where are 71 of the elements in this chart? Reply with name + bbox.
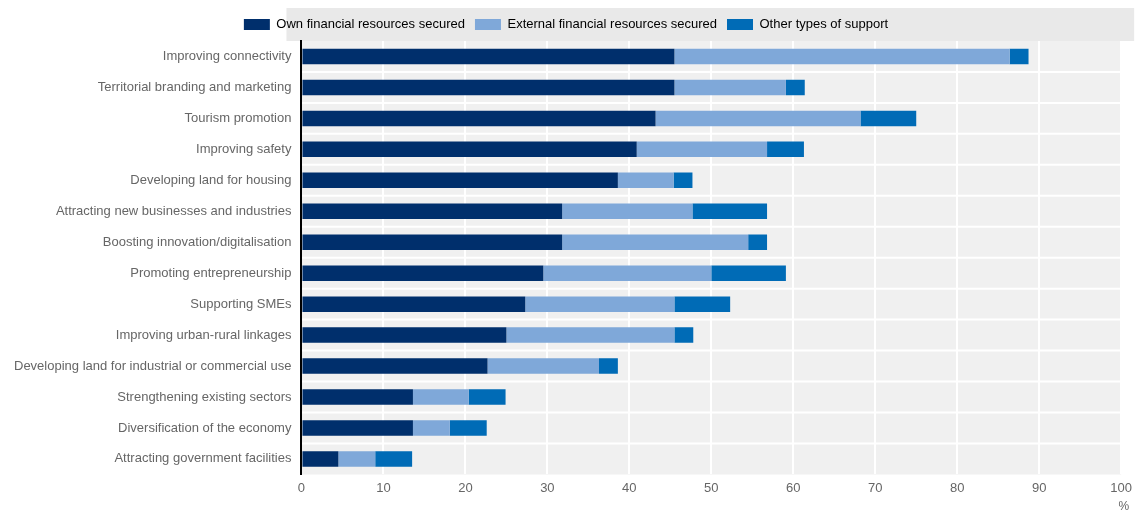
bar: [302, 48, 675, 65]
x-tick-label: 90: [1031, 479, 1047, 495]
bar: [302, 203, 563, 219]
bar: [562, 234, 749, 250]
x-axis-title: %: [1118, 498, 1130, 513]
y-tick-label: Supporting SMEs: [190, 295, 292, 311]
y-tick-label: Territorial branding and marketing: [97, 79, 292, 95]
y-tick-label: Boosting innovation/digitalisation: [102, 233, 292, 249]
x-tick-label: 10: [376, 479, 391, 495]
bar: [338, 451, 376, 467]
bar: [636, 141, 768, 158]
x-tick-label: 30: [540, 479, 555, 495]
bar: [655, 110, 861, 127]
bar: [860, 110, 917, 127]
x-tick-label: 60: [786, 479, 801, 495]
legend-label: Own financial resources secured: [276, 16, 465, 32]
bar: [692, 203, 768, 219]
bar: [302, 451, 339, 467]
bar: [302, 296, 526, 312]
bar: [562, 203, 693, 219]
bar: [674, 327, 694, 343]
y-tick-label: Tourism promotion: [184, 109, 292, 125]
x-tick-label: 50: [704, 479, 719, 495]
bar: [1009, 48, 1029, 65]
bar: [506, 327, 675, 343]
bar: [302, 79, 675, 96]
y-tick-label: Attracting new businesses and industries: [55, 202, 292, 218]
bar: [674, 48, 1010, 65]
bar: [468, 389, 506, 405]
bar: [767, 141, 804, 158]
bar: [412, 389, 469, 405]
bar: [617, 172, 674, 189]
bar: [785, 79, 805, 96]
x-tick-label: 70: [868, 479, 883, 495]
bar: [302, 327, 507, 343]
bar: [412, 420, 450, 436]
bar: [302, 172, 618, 189]
bar: [302, 234, 563, 250]
y-tick-label: Promoting entrepreneurship: [130, 264, 292, 280]
bar: [302, 389, 413, 405]
x-tick-label: 80: [949, 479, 965, 495]
y-tick-label: Strengthening existing sectors: [117, 388, 292, 404]
bar: [487, 358, 600, 374]
bar: [711, 265, 786, 281]
y-tick-label: Developing land for industrial or commercial use: [13, 357, 292, 373]
y-tick-label: Improving urban-rural linkages: [115, 326, 292, 342]
y-tick-label: Diversification of the economy: [118, 419, 292, 435]
bar: [543, 265, 712, 281]
bar: [674, 79, 786, 96]
legend-label: Other types of support: [759, 16, 889, 32]
x-tick-label: 0: [297, 479, 306, 495]
x-tick-label: 100: [1110, 479, 1133, 495]
bar: [375, 451, 413, 467]
y-tick-label: Attracting government facilities: [114, 450, 292, 466]
y-tick-label: Developing land for housing: [130, 171, 292, 187]
bar: [302, 265, 544, 281]
x-tick-label: 20: [458, 479, 473, 495]
bar: [302, 141, 637, 158]
y-tick-label: Improving connectivity: [162, 48, 292, 64]
y-tick-label: Improving safety: [196, 140, 292, 156]
bar: [673, 172, 693, 189]
bar: [599, 358, 618, 374]
bar: [302, 358, 488, 374]
x-tick-label: 40: [622, 479, 637, 495]
bar: [302, 420, 413, 436]
bar: [674, 296, 731, 312]
bar: [525, 296, 675, 312]
bar: [449, 420, 487, 436]
bar: [748, 234, 768, 250]
bar: [302, 110, 656, 127]
legend-label: External financial resources secured: [507, 16, 718, 32]
